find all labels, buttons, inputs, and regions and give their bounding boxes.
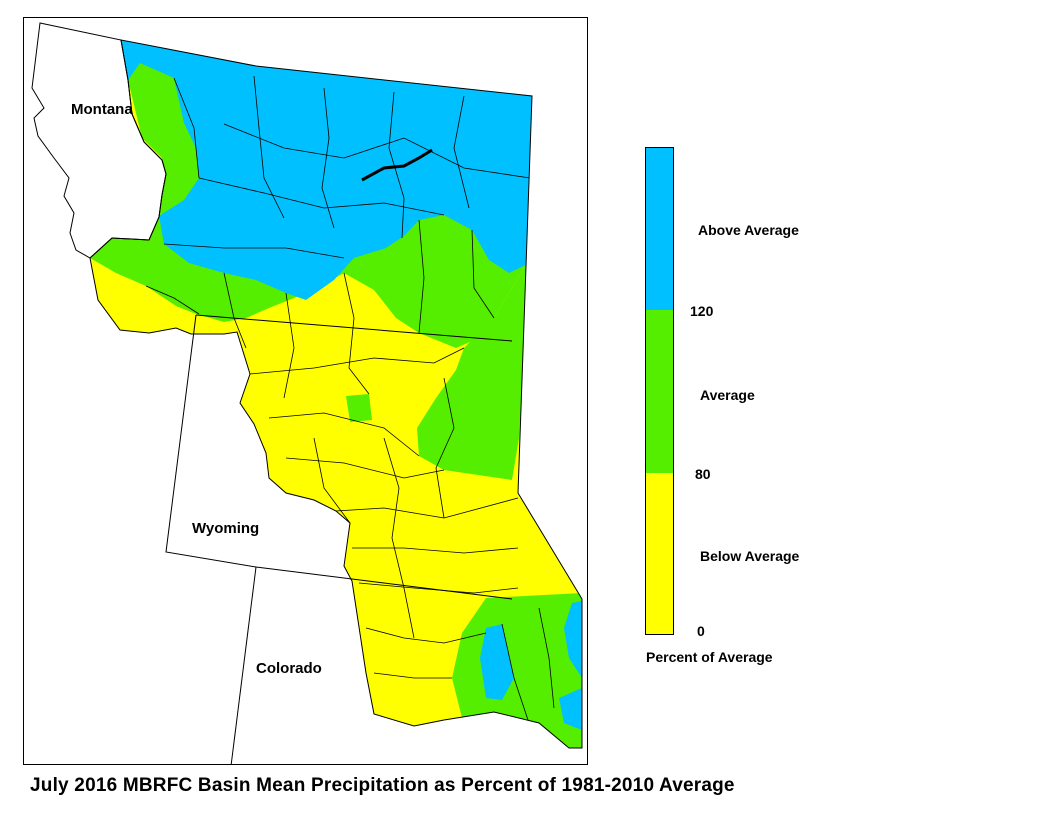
average-region-east — [417, 258, 530, 480]
basin-regions — [90, 40, 582, 748]
legend-label-above: Above Average — [698, 222, 799, 238]
average-region-southeast — [452, 593, 582, 748]
state-boundaries — [31, 22, 513, 764]
map-caption: July 2016 MBRFC Basin Mean Precipitation… — [30, 775, 735, 796]
legend-swatch-average — [646, 310, 673, 473]
river-line — [361, 148, 433, 182]
legend-swatch-below — [646, 473, 673, 634]
above-average-region-southeast — [480, 624, 514, 700]
map-canvas — [31, 22, 583, 764]
state-label-wyoming: Wyoming — [192, 520, 260, 537]
legend-tick-0: 0 — [697, 623, 705, 639]
legend-tick-80: 80 — [695, 466, 711, 482]
legend-tick-120: 120 — [690, 303, 714, 319]
legend-label-average: Average — [700, 387, 755, 403]
montana-border — [31, 22, 167, 259]
legend-color-bar — [645, 147, 674, 635]
above-average-region-northwest — [174, 70, 256, 130]
state-label-colorado: Colorado — [256, 660, 322, 677]
basin-boundaries — [145, 75, 555, 724]
legend-swatch-above — [646, 148, 673, 310]
above-average-region-southeast-3 — [559, 688, 582, 730]
precipitation-map: Montana Wyoming Colorado — [23, 17, 588, 765]
average-region-small — [346, 394, 372, 422]
montana-wyoming-border — [195, 314, 513, 342]
legend-title: Percent of Average — [646, 649, 773, 665]
wyoming-border — [165, 314, 513, 600]
above-average-region-southeast-2 — [564, 601, 582, 678]
legend-label-below: Below Average — [700, 548, 800, 564]
state-label-montana: Montana — [71, 101, 133, 118]
colorado-border — [230, 566, 257, 764]
